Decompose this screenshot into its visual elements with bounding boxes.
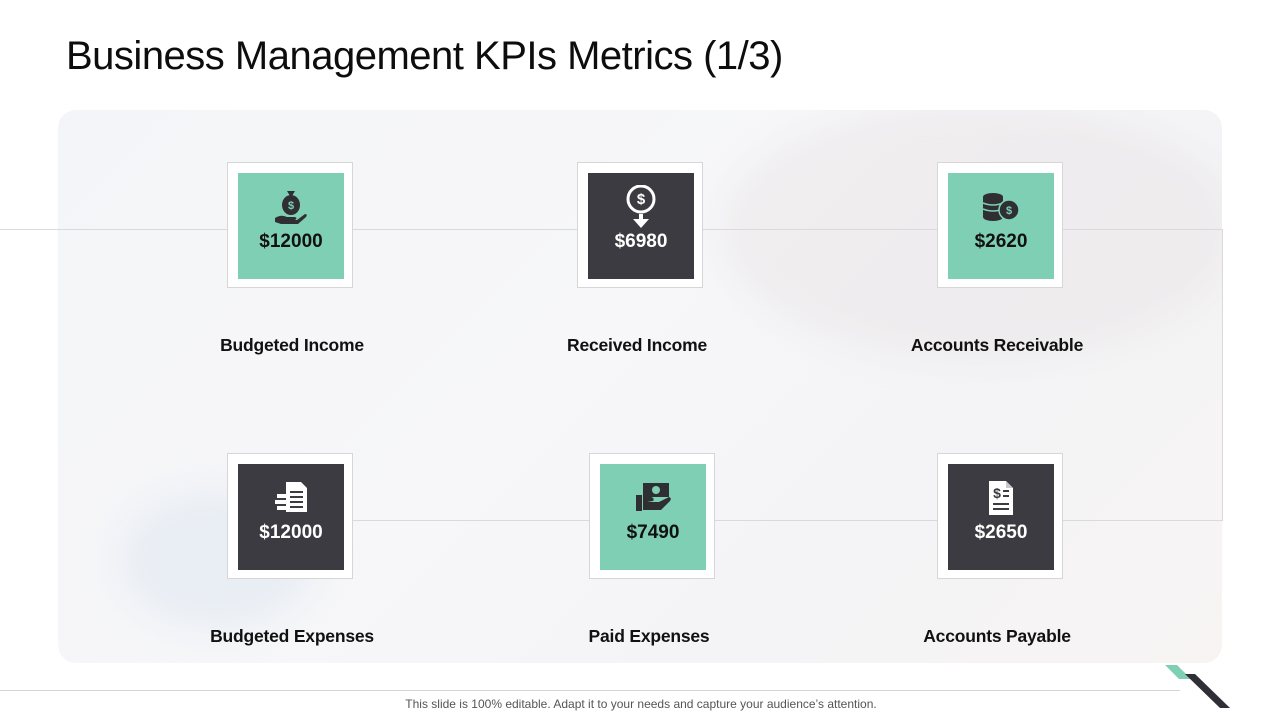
kpi-tile: $ $6980: [588, 173, 694, 279]
connector-line: [290, 520, 1223, 521]
kpi-tile: $ $2650: [948, 464, 1054, 570]
document-stack-icon: [271, 478, 311, 518]
footer-note: This slide is 100% editable. Adapt it to…: [405, 697, 877, 711]
kpi-card-budgeted-income: $ $12000: [227, 162, 353, 288]
kpi-value: $7490: [626, 522, 680, 543]
money-bag-hand-icon: $: [271, 187, 311, 227]
corner-accent-teal: [1165, 665, 1191, 679]
kpi-label: Accounts Payable: [923, 626, 1071, 646]
connector-line: [1222, 229, 1223, 521]
svg-text:$: $: [288, 200, 294, 212]
kpi-value: $2620: [974, 231, 1028, 252]
svg-text:$: $: [993, 485, 1001, 501]
kpi-card-budgeted-expenses: $12000: [227, 453, 353, 579]
kpi-label: Received Income: [567, 335, 707, 355]
kpi-tile: $ $2620: [948, 173, 1054, 279]
kpi-card-paid-expenses: $7490: [589, 453, 715, 579]
kpi-label: Budgeted Income: [220, 335, 364, 355]
kpi-value: $12000: [259, 231, 323, 252]
kpi-card-accounts-payable: $ $2650: [937, 453, 1063, 579]
invoice-dollar-icon: $: [981, 478, 1021, 518]
coins-stack-icon: $: [981, 187, 1021, 227]
kpi-label: Accounts Receivable: [910, 335, 1084, 355]
kpi-tile: $12000: [238, 464, 344, 570]
cash-hand-icon: [633, 478, 673, 518]
footer-divider: [0, 690, 1180, 691]
slide-title: Business Management KPIs Metrics (1/3): [66, 34, 783, 78]
kpi-value: $2650: [974, 522, 1028, 543]
kpi-card-received-income: $ $6980: [577, 162, 703, 288]
kpi-tile: $ $12000: [238, 173, 344, 279]
kpi-value: $6980: [614, 231, 668, 252]
svg-text:$: $: [1006, 205, 1012, 217]
kpi-label: Paid Expenses: [588, 626, 710, 646]
kpi-label: Budgeted Expenses: [210, 626, 374, 646]
kpi-tile: $7490: [600, 464, 706, 570]
kpi-card-accounts-receivable: $ $2620: [937, 162, 1063, 288]
coin-down-arrow-icon: $: [621, 185, 661, 228]
corner-accent-dark: [1185, 674, 1230, 708]
kpi-value: $12000: [259, 522, 323, 543]
svg-text:$: $: [637, 191, 646, 208]
